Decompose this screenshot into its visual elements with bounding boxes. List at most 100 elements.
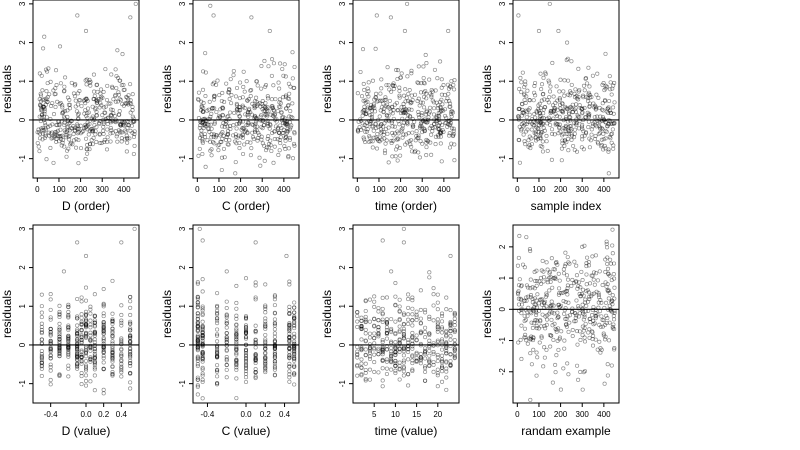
data-point [118, 121, 123, 127]
data-point [241, 125, 246, 130]
data-point [75, 345, 80, 350]
data-point [372, 360, 377, 365]
data-point [263, 351, 268, 356]
data-point [590, 337, 595, 342]
data-point [288, 109, 293, 114]
data-point [292, 85, 297, 90]
data-point [435, 322, 440, 327]
data-point [418, 320, 423, 325]
data-point [395, 68, 401, 73]
data-point [409, 107, 414, 112]
data-point [444, 359, 449, 364]
data-point [421, 94, 427, 100]
data-point [425, 138, 430, 143]
data-point [52, 135, 57, 140]
data-point [393, 358, 398, 363]
data-point [234, 361, 239, 366]
data-point [376, 331, 381, 336]
data-point [410, 98, 415, 103]
data-point [430, 89, 435, 94]
data-point [75, 355, 80, 360]
data-point [610, 121, 615, 126]
data-point [284, 121, 289, 126]
data-point [263, 356, 268, 361]
data-point [608, 307, 613, 312]
data-point [556, 326, 561, 331]
data-point [439, 342, 445, 347]
data-point [253, 341, 258, 346]
data-point [525, 285, 530, 290]
data-point [359, 365, 364, 370]
data-point [195, 363, 200, 369]
data-point [393, 346, 398, 351]
data-point [215, 303, 220, 308]
data-point [243, 371, 249, 377]
data-point [447, 123, 452, 128]
data-point [407, 139, 412, 144]
data-point [523, 332, 528, 337]
data-point [397, 342, 402, 347]
data-point [119, 139, 124, 144]
data-point [555, 98, 560, 103]
data-point [128, 343, 133, 348]
data-point [560, 133, 565, 138]
data-point [569, 90, 574, 96]
data-point [263, 105, 268, 110]
data-point [203, 122, 208, 127]
data-point [523, 335, 528, 340]
data-point [538, 113, 543, 118]
data-point [240, 103, 245, 108]
data-point [57, 139, 62, 144]
data-point [393, 368, 398, 373]
data-point [124, 101, 129, 106]
data-point [420, 118, 425, 123]
data-point [534, 305, 540, 310]
data-point [48, 297, 53, 302]
data-point [128, 335, 133, 340]
data-point [528, 295, 533, 300]
data-point [373, 95, 378, 100]
data-point [580, 324, 585, 329]
data-point [57, 332, 62, 337]
data-point [200, 351, 205, 356]
data-point [547, 333, 553, 338]
data-point [384, 321, 389, 326]
data-point [109, 112, 114, 117]
data-point [53, 86, 58, 91]
data-point [128, 347, 133, 352]
data-point [48, 317, 53, 322]
data-point [520, 70, 525, 75]
data-point [533, 120, 538, 125]
data-point [360, 121, 365, 126]
data-point [113, 120, 118, 125]
data-point [452, 338, 457, 343]
data-point [553, 100, 558, 105]
data-point [530, 338, 536, 343]
data-point [199, 132, 204, 137]
data-point [611, 146, 616, 151]
data-point [195, 362, 200, 367]
data-point [263, 339, 268, 344]
data-point [66, 333, 71, 339]
data-point [75, 339, 80, 344]
data-point [602, 381, 607, 386]
data-point [55, 123, 60, 128]
data-point [66, 345, 71, 350]
data-point [79, 315, 84, 320]
data-point [287, 327, 292, 332]
data-point [281, 95, 286, 100]
data-point [367, 356, 373, 362]
data-point [359, 315, 364, 320]
data-point [576, 314, 581, 319]
data-point [48, 117, 53, 122]
data-point [215, 316, 220, 321]
data-point [416, 112, 421, 117]
data-point [520, 262, 526, 267]
data-point [132, 143, 137, 148]
data-point [561, 131, 566, 137]
data-point [243, 353, 249, 358]
data-point [202, 117, 207, 122]
data-point [380, 350, 385, 355]
data-point [389, 269, 394, 274]
